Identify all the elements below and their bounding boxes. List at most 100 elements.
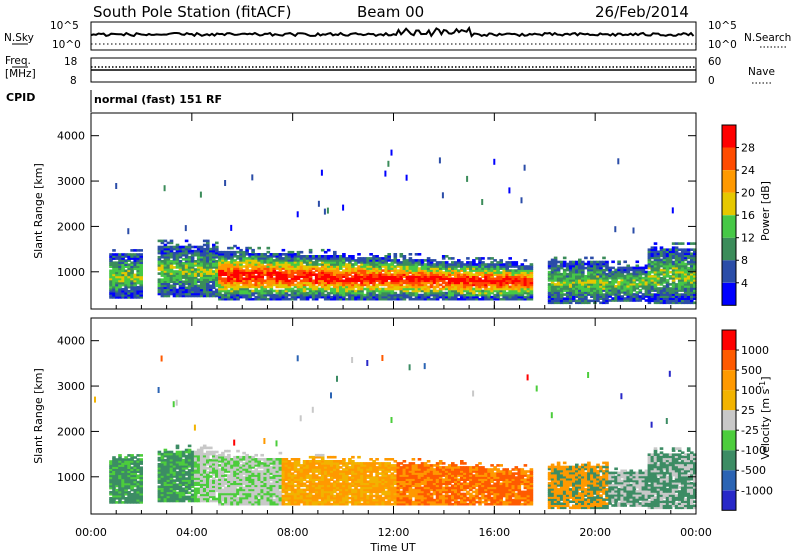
- power-cell: [166, 294, 171, 298]
- power-cell: [269, 267, 274, 270]
- power-cell: [254, 283, 258, 287]
- power-cell: [157, 292, 162, 296]
- power-cell: [184, 286, 189, 290]
- power-cell: [215, 249, 219, 253]
- power-cell: [260, 291, 264, 295]
- power-cell: [333, 250, 337, 254]
- power-cell: [236, 283, 240, 287]
- power-cell: [260, 283, 264, 287]
- power-cell: [124, 289, 128, 293]
- power-cell: [230, 287, 234, 291]
- power-cell: [296, 255, 301, 258]
- power-cell: [272, 267, 277, 270]
- freq-unit-label: [MHz]: [5, 68, 36, 80]
- power-cell: [121, 255, 125, 258]
- power-cell: [212, 276, 216, 279]
- power-cell: [248, 255, 252, 258]
- power-cell: [163, 288, 168, 292]
- power-cell: [299, 250, 304, 254]
- power-cell: [196, 249, 201, 253]
- power-cell: [236, 257, 240, 260]
- power-cell: [224, 271, 228, 274]
- power-cell: [124, 296, 128, 299]
- power-cell: [257, 253, 261, 256]
- power-cell: [305, 293, 310, 297]
- power-cell: [230, 253, 234, 256]
- power-cell: [239, 250, 243, 254]
- power-cell: [266, 261, 271, 264]
- power-cell: [212, 286, 216, 290]
- power-sparse-cell: [127, 228, 130, 235]
- power-cell: [674, 246, 679, 249]
- power-cell: [118, 265, 122, 268]
- power-cell: [269, 275, 274, 278]
- power-cell: [263, 289, 267, 293]
- power-cell: [311, 291, 316, 295]
- power-cell: [187, 294, 192, 298]
- power-cell: [163, 286, 168, 290]
- power-cell: [275, 255, 280, 258]
- power-cell: [190, 253, 195, 257]
- power-cell: [317, 263, 322, 266]
- power-cell: [121, 275, 125, 279]
- power-cell: [305, 277, 310, 281]
- power-cell: [209, 255, 213, 259]
- power-cell: [187, 258, 192, 261]
- power-cell: [181, 270, 186, 273]
- power-cell: [193, 249, 198, 253]
- power-cell: [281, 273, 286, 276]
- power-cell: [305, 281, 310, 285]
- power-cell: [163, 258, 168, 261]
- power-cell: [202, 290, 207, 294]
- power-cell: [136, 285, 140, 289]
- power-cell: [109, 279, 113, 283]
- power-cell: [254, 281, 258, 285]
- power-cell: [272, 297, 277, 301]
- power-cell: [263, 273, 267, 276]
- power-cell: [302, 297, 307, 301]
- power-cell: [157, 286, 162, 290]
- power-cell: [115, 267, 119, 271]
- power-cell: [218, 265, 222, 268]
- power-cell: [209, 251, 213, 255]
- power-cell: [308, 257, 313, 260]
- power-cell: [112, 271, 116, 275]
- power-cell: [121, 259, 125, 262]
- power-cell: [278, 261, 283, 264]
- power-cell: [311, 283, 316, 287]
- power-cell: [209, 249, 213, 253]
- power-cell: [266, 267, 271, 270]
- power-cell: [196, 268, 201, 271]
- power-cell: [136, 287, 140, 291]
- power-cell: [121, 257, 125, 260]
- power-cell: [139, 271, 143, 275]
- power-cell: [206, 262, 210, 265]
- power-cell: [230, 279, 234, 283]
- power-cell: [109, 271, 113, 275]
- power-cell: [254, 297, 258, 301]
- power-cell: [115, 281, 119, 285]
- power-cell: [260, 265, 264, 268]
- power-cell: [284, 273, 289, 276]
- power-cell: [296, 250, 301, 254]
- power-cell: [121, 261, 125, 264]
- power-cell: [215, 282, 219, 286]
- power-cell: [260, 259, 264, 262]
- power-cell: [133, 249, 137, 252]
- velocity-sparse-cell: [160, 355, 163, 362]
- power-cell: [175, 276, 180, 279]
- power-cell: [257, 291, 261, 295]
- power-cell: [112, 249, 116, 252]
- power-cell: [175, 255, 180, 259]
- power-cell: [239, 265, 243, 268]
- power-cell: [127, 269, 131, 273]
- power-cell: [184, 247, 189, 251]
- power-cell: [166, 290, 171, 294]
- power-cell: [112, 289, 116, 293]
- power-cell: [263, 279, 267, 283]
- power-cell: [272, 271, 277, 274]
- power-cell: [302, 261, 307, 264]
- power-cell: [686, 260, 691, 264]
- power-cell: [187, 286, 192, 290]
